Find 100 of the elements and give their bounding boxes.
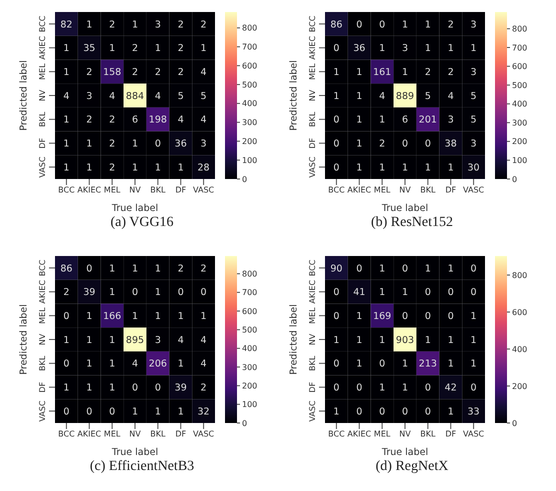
data-label: 201 [418, 114, 437, 126]
data-label: 1 [448, 358, 454, 370]
data-label: 39 [83, 287, 96, 298]
x-tick-label: NV [399, 186, 412, 195]
color-bar-label: 100 [242, 400, 258, 410]
data-label: 3 [154, 334, 161, 346]
data-label: 0 [356, 382, 362, 394]
data-label: 2 [200, 382, 207, 394]
data-label: 1 [86, 334, 92, 346]
x-tick-label: DF [175, 430, 186, 439]
color-bar-label: 800 [512, 24, 528, 34]
data-label: 0 [132, 287, 138, 298]
data-label: 1 [470, 358, 477, 370]
data-label: 4 [63, 90, 70, 102]
data-label: 0 [333, 162, 340, 174]
data-label: 0 [424, 382, 431, 394]
data-label: 4 [132, 358, 138, 370]
data-label: 0 [424, 310, 431, 322]
y-axis-title: Predicted label [288, 60, 300, 131]
data-label: 1 [178, 358, 184, 370]
y-tick-label: MEL [308, 306, 317, 324]
color-bar-label: 200 [512, 382, 528, 391]
data-label: 1 [470, 310, 477, 322]
data-label: 1 [402, 162, 408, 174]
data-label: 0 [470, 287, 477, 298]
data-label: 5 [178, 90, 184, 102]
data-label: 1 [379, 162, 386, 174]
color-bar-label: 300 [242, 362, 258, 372]
x-tick-label: BKL [420, 186, 436, 195]
data-label: 0 [333, 43, 340, 54]
y-axis-title: Predicted label [18, 60, 30, 131]
y-tick-label: AKIEC [38, 280, 47, 304]
data-label: 0 [154, 138, 161, 150]
y-tick-label: AKIEC [38, 36, 47, 60]
color-bar-label: 100 [242, 156, 258, 165]
data-label: 5 [470, 90, 477, 102]
data-label: 2 [86, 114, 92, 126]
data-label: 2 [154, 66, 161, 78]
data-label: 1 [63, 334, 70, 346]
data-label: 1 [470, 334, 477, 346]
data-label: 1 [86, 19, 92, 30]
data-label: 1 [356, 162, 362, 174]
data-label: 0 [379, 358, 386, 370]
data-label: 1 [132, 406, 138, 418]
data-label: 2 [448, 66, 454, 78]
data-label: 213 [418, 358, 437, 370]
data-label: 1 [63, 43, 70, 54]
data-label: 0 [424, 287, 431, 298]
data-label: 0 [448, 310, 454, 322]
data-label: 1 [132, 162, 138, 174]
data-label: 1 [200, 310, 207, 322]
data-label: 0 [402, 263, 408, 274]
data-label: 0 [448, 287, 454, 298]
data-label: 86 [60, 263, 72, 274]
x-tick-label: MEL [104, 430, 121, 439]
x-tick-label: VASC [463, 186, 485, 195]
data-label: 3 [402, 43, 408, 54]
color-bar-label: 0 [512, 418, 518, 428]
data-label: 0 [379, 406, 386, 418]
data-label: 1 [448, 43, 454, 54]
y-tick-label: VASC [38, 156, 47, 178]
color-bar-label: 700 [242, 42, 258, 52]
data-label: 3 [200, 138, 207, 150]
data-label: 1 [63, 114, 70, 126]
y-tick-label: VASC [38, 400, 47, 422]
data-label: 4 [154, 90, 161, 102]
color-bar-label: 0 [242, 174, 248, 184]
data-label: 1 [178, 162, 184, 174]
data-label: 2 [109, 114, 116, 126]
y-tick-label: MEL [38, 62, 47, 80]
y-tick-label: DF [308, 137, 317, 149]
x-tick-label: VASC [463, 430, 485, 439]
data-label: 4 [448, 90, 454, 102]
data-label: 86 [330, 19, 342, 30]
data-label: 0 [86, 406, 92, 418]
data-label: 36 [353, 43, 366, 54]
x-tick-label: AKIEC [347, 186, 372, 195]
x-tick-label: VASC [193, 430, 215, 439]
data-label: 0 [333, 114, 340, 126]
y-axis-title: Predicted label [288, 304, 300, 375]
text: (d) RegNetX [376, 459, 448, 475]
data-label: 158 [103, 66, 122, 78]
y-tick-label: BCC [38, 15, 47, 32]
data-label: 0 [132, 382, 138, 394]
x-tick-label: BKL [150, 186, 166, 195]
y-tick-label: NV [308, 333, 317, 346]
y-tick-label: VASC [308, 400, 317, 422]
x-tick-label: NV [129, 186, 142, 195]
data-label: 2 [178, 43, 184, 54]
y-tick-label: BCC [38, 259, 47, 276]
x-tick-label: AKIEC [347, 430, 372, 439]
x-tick-label: BCC [328, 430, 346, 439]
data-label: 1 [333, 406, 340, 418]
data-label: 1 [402, 19, 408, 30]
data-label: 0 [424, 406, 431, 418]
y-axis-title: Predicted label [18, 304, 30, 375]
data-label: 0 [333, 382, 340, 394]
data-label: 1 [178, 310, 184, 322]
data-label: 4 [200, 358, 207, 370]
color-bar-label: 800 [242, 24, 258, 33]
